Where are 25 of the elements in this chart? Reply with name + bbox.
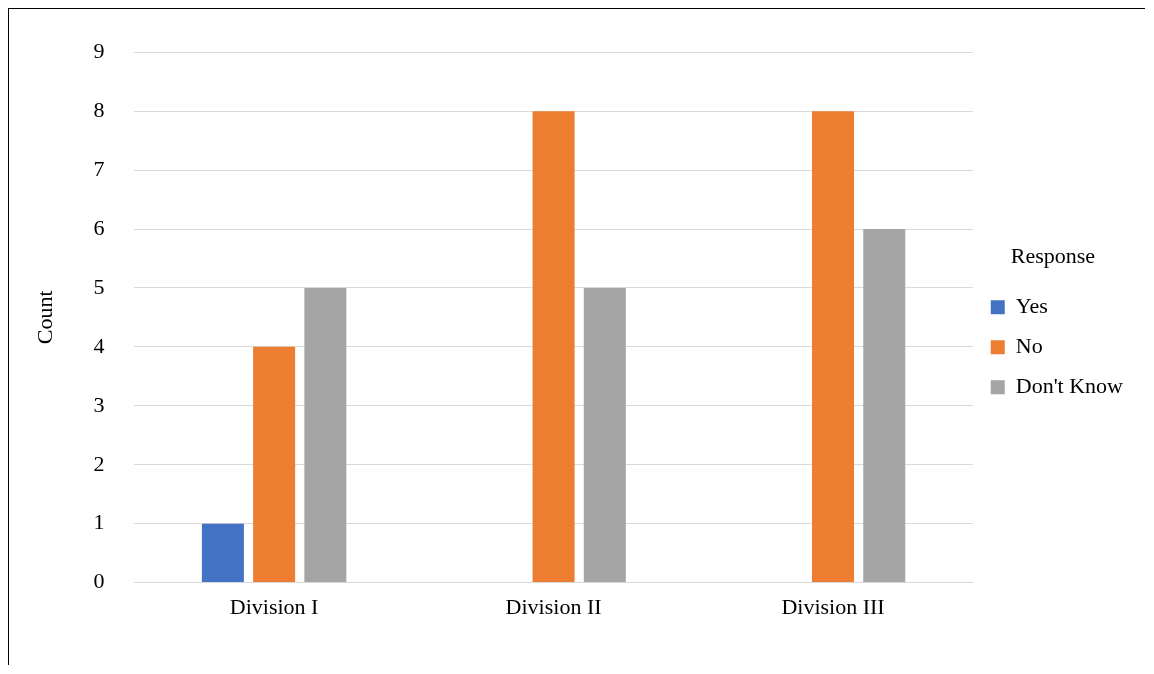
y-tick-label: 5 [93, 273, 105, 299]
y-tick-label: 6 [93, 214, 105, 240]
y-axis-title: Count [31, 290, 57, 345]
bar [253, 346, 296, 583]
legend-title: Response [1010, 242, 1096, 268]
bar [532, 111, 575, 583]
y-tick-label: 0 [93, 568, 105, 594]
y-tick-label: 2 [93, 450, 105, 476]
legend-label: No [1015, 332, 1043, 358]
bar [201, 523, 244, 583]
y-tick-label: 8 [93, 96, 105, 122]
bar [863, 229, 906, 583]
x-tick-label: Division III [781, 593, 885, 619]
y-tick-label: 1 [93, 509, 105, 535]
x-tick-label: Division II [505, 593, 602, 619]
y-tick-label: 3 [93, 391, 105, 417]
y-tick-label: 7 [93, 155, 105, 181]
y-tick-label: 9 [93, 37, 105, 63]
y-tick-label: 4 [93, 332, 105, 358]
bar [304, 287, 347, 583]
x-tick-label: Division I [229, 593, 319, 619]
legend-label: Yes [1015, 292, 1048, 318]
bar [583, 287, 626, 583]
bar [812, 111, 855, 583]
legend-label: Don't Know [1015, 372, 1124, 398]
